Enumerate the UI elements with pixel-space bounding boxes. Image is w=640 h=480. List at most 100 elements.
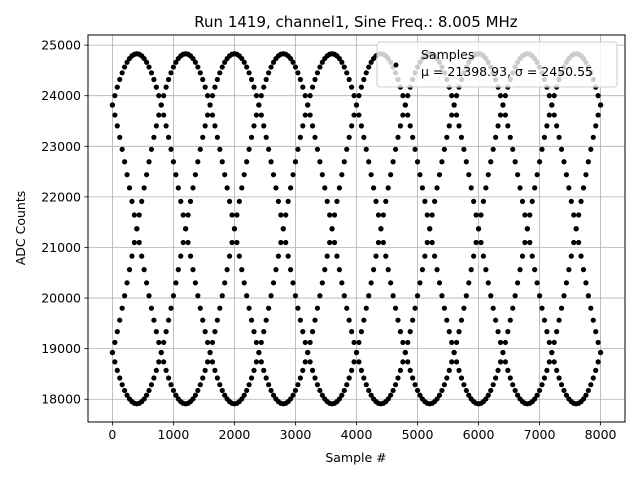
data-point [305,102,311,108]
data-point [134,226,140,232]
data-point [180,212,186,218]
data-point [161,93,167,99]
data-point [517,267,523,273]
data-point [261,329,267,335]
data-point [451,102,457,108]
data-point [280,226,286,232]
x-tick-label: 1000 [158,427,190,442]
data-point [297,375,303,381]
data-point [375,239,382,246]
data-point [527,212,533,218]
data-point [405,339,411,346]
data-point [441,146,447,152]
data-point [524,226,530,232]
data-point [195,64,201,70]
data-point [214,317,220,323]
data-point [261,84,267,90]
data-point [205,359,211,365]
data-point [317,159,323,165]
data-point [214,76,220,83]
data-point [297,76,303,83]
data-point [456,329,462,335]
data-point [410,375,416,381]
data-point [241,280,247,286]
data-point [146,387,152,394]
data-point [239,267,245,273]
data-point [239,185,245,191]
data-point [432,198,438,204]
data-point [385,267,391,273]
y-tick-label: 19000 [41,341,81,356]
data-point [597,102,604,108]
data-point [549,349,555,356]
data-point [290,172,296,178]
data-point [453,93,460,99]
data-point [405,112,411,118]
data-point [366,293,372,299]
data-point [378,226,384,232]
data-point [270,172,277,178]
data-point [195,387,201,394]
data-point [441,382,447,388]
data-point [202,84,208,90]
data-point [563,280,570,286]
data-point [251,367,257,373]
data-point [534,392,540,398]
data-point [417,280,423,286]
data-point [573,226,579,232]
data-point [156,359,162,365]
data-point [500,102,506,108]
data-point [295,70,301,76]
data-point [319,59,325,65]
data-point [253,93,260,99]
data-point [119,305,125,311]
data-point [219,387,225,394]
data-point [266,305,272,311]
data-point [349,84,355,90]
data-point [407,329,413,335]
data-point [258,339,264,346]
data-point [109,349,116,356]
data-point [251,84,257,90]
data-point [258,359,264,365]
data-point [346,317,352,323]
data-point [539,146,545,152]
data-point [112,359,118,365]
data-point [219,159,225,165]
data-point [229,239,235,246]
data-point [200,76,206,83]
data-point [258,93,264,99]
data-point [292,293,299,299]
data-point [129,198,135,204]
data-point [153,84,159,90]
data-point [244,293,250,299]
data-point [593,329,599,335]
data-point [314,305,321,311]
x-tick-label: 0 [108,427,116,442]
data-point [287,396,294,402]
data-point [219,64,225,70]
data-point [290,392,296,398]
data-point [510,146,516,152]
data-point [168,382,174,388]
data-point [466,172,472,178]
data-point [392,382,399,388]
data-point [576,212,582,218]
data-point [253,112,260,118]
data-point [173,59,179,65]
data-point [314,382,321,388]
data-point [261,123,267,129]
data-point [336,396,343,402]
legend-box [376,41,618,88]
data-point [449,93,455,99]
data-point [595,359,601,365]
data-point [546,359,552,365]
data-point [395,134,401,140]
data-point [246,70,252,76]
data-point [402,102,408,108]
data-point [505,123,511,129]
data-point [317,64,323,70]
data-point [370,267,377,273]
data-point [510,305,516,311]
data-point [388,280,394,286]
